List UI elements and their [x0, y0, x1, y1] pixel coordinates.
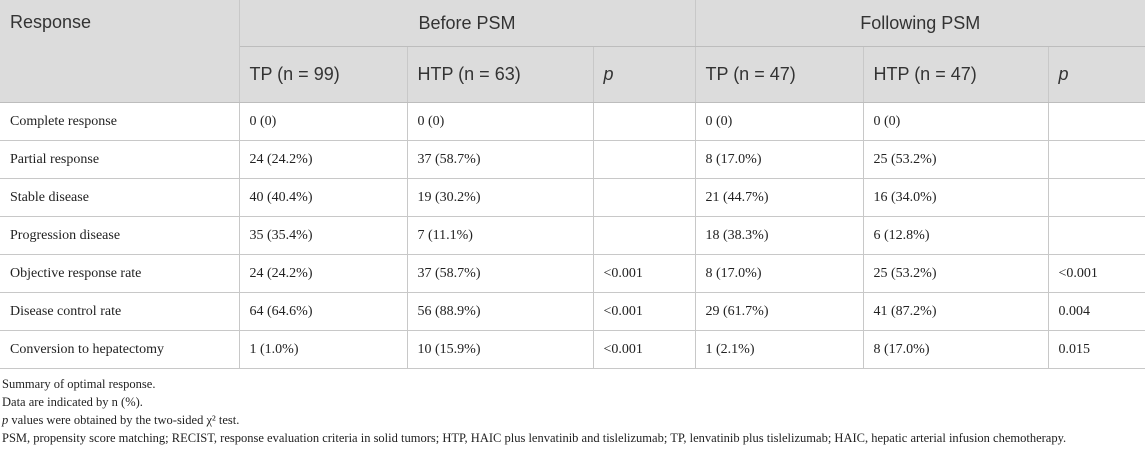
table-cell: 24 (24.2%) [239, 254, 408, 293]
table-cell: 8 (17.0%) [863, 330, 1049, 369]
table-cell [593, 102, 696, 141]
table-cell [593, 178, 696, 217]
table-cell: 0.015 [1048, 330, 1145, 369]
table-cell: 37 (58.7%) [407, 140, 594, 179]
group-header-before-psm: Before PSM [239, 0, 696, 47]
column-header-htp-following: HTP (n = 47) [863, 46, 1049, 103]
table-cell: 56 (88.9%) [407, 292, 594, 331]
footnote-p-text: values were obtained by the two-sided χ²… [8, 413, 240, 427]
row-label: Progression disease [0, 216, 240, 255]
row-label: Disease control rate [0, 292, 240, 331]
row-label: Complete response [0, 102, 240, 141]
table-cell: 37 (58.7%) [407, 254, 594, 293]
row-label: Objective response rate [0, 254, 240, 293]
table-cell [1048, 140, 1145, 179]
table-cell: 64 (64.6%) [239, 292, 408, 331]
table-cell [1048, 102, 1145, 141]
table-cell: 40 (40.4%) [239, 178, 408, 217]
table-row: Stable disease 40 (40.4%) 19 (30.2%) 21 … [0, 178, 1145, 217]
table-cell [1048, 178, 1145, 217]
footnote-data: Data are indicated by n (%). [2, 395, 143, 409]
table-cell: 18 (38.3%) [695, 216, 864, 255]
group-header-following-psm: Following PSM [695, 0, 1145, 47]
footnote-summary: Summary of optimal response. [2, 377, 156, 391]
footnote-p-values: p values were obtained by the two-sided … [2, 411, 1145, 429]
row-label: Stable disease [0, 178, 240, 217]
table-cell: 19 (30.2%) [407, 178, 594, 217]
table-cell: 41 (87.2%) [863, 292, 1049, 331]
table-cell: <0.001 [593, 254, 696, 293]
table-footnotes: Summary of optimal response. Data are in… [0, 369, 1145, 447]
table-row: Complete response 0 (0) 0 (0) 0 (0) 0 (0… [0, 102, 1145, 141]
results-table: Response Before PSM Following PSM TP (n … [0, 0, 1145, 369]
table-cell: 8 (17.0%) [695, 140, 864, 179]
table-cell: 0 (0) [239, 102, 408, 141]
table-cell: 0 (0) [695, 102, 864, 141]
table-cell: 0 (0) [407, 102, 594, 141]
table-cell: 7 (11.1%) [407, 216, 594, 255]
table-cell: 1 (2.1%) [695, 330, 864, 369]
table-cell: <0.001 [593, 292, 696, 331]
table-cell: 24 (24.2%) [239, 140, 408, 179]
table-row: Disease control rate 64 (64.6%) 56 (88.9… [0, 292, 1145, 331]
column-header-p-following: p [1048, 46, 1145, 103]
table-row: Conversion to hepatectomy 1 (1.0%) 10 (1… [0, 330, 1145, 369]
table-cell: 16 (34.0%) [863, 178, 1049, 217]
table-cell [1048, 216, 1145, 255]
table-cell: 25 (53.2%) [863, 140, 1049, 179]
footnote-abbreviations: PSM, propensity score matching; RECIST, … [2, 431, 1067, 445]
table-cell: 25 (53.2%) [863, 254, 1049, 293]
column-header-p-before: p [593, 46, 696, 103]
table-cell [593, 140, 696, 179]
row-label: Partial response [0, 140, 240, 179]
table-row: Objective response rate 24 (24.2%) 37 (5… [0, 254, 1145, 293]
column-header-htp-before: HTP (n = 63) [407, 46, 594, 103]
table-cell [593, 216, 696, 255]
table-row: Partial response 24 (24.2%) 37 (58.7%) 8… [0, 140, 1145, 179]
table-cell: <0.001 [1048, 254, 1145, 293]
table-cell: 0 (0) [863, 102, 1049, 141]
response-header: Response [0, 0, 240, 103]
table-cell: <0.001 [593, 330, 696, 369]
table-cell: 29 (61.7%) [695, 292, 864, 331]
p-symbol: p [2, 413, 9, 427]
column-header-tp-following: TP (n = 47) [695, 46, 864, 103]
table-cell: 6 (12.8%) [863, 216, 1049, 255]
row-label: Conversion to hepatectomy [0, 330, 240, 369]
table-cell: 10 (15.9%) [407, 330, 594, 369]
table-cell: 35 (35.4%) [239, 216, 408, 255]
table-cell: 1 (1.0%) [239, 330, 408, 369]
table-cell: 21 (44.7%) [695, 178, 864, 217]
table-cell: 8 (17.0%) [695, 254, 864, 293]
table-cell: 0.004 [1048, 292, 1145, 331]
table-row: Progression disease 35 (35.4%) 7 (11.1%)… [0, 216, 1145, 255]
column-header-tp-before: TP (n = 99) [239, 46, 408, 103]
